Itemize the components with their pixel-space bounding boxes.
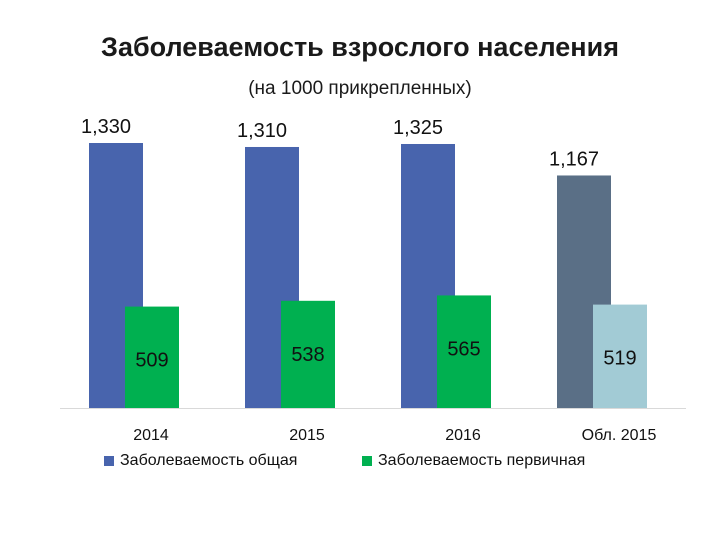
label-total-3: 1,167 (549, 148, 599, 170)
legend-label-primary: Заболеваемость первичная (378, 452, 586, 469)
label-primary-0: 509 (135, 350, 168, 372)
label-primary-1: 538 (291, 344, 324, 366)
x-tick-label-1: 2015 (289, 427, 325, 444)
x-tick-label-0: 2014 (133, 427, 169, 444)
bar-primary-3 (593, 304, 647, 408)
label-total-0: 1,330 (81, 116, 131, 138)
x-tick-label-3: Обл. 2015 (582, 427, 657, 444)
bar-primary-0 (125, 306, 179, 408)
legend-item-total: Заболеваемость общая (104, 452, 297, 470)
legend-swatch-primary (362, 456, 372, 466)
label-primary-2: 565 (447, 338, 480, 360)
legend-item-primary: Заболеваемость первичная (362, 452, 585, 470)
legend-label-total: Заболеваемость общая (120, 452, 298, 469)
x-tick-label-2: 2016 (445, 427, 481, 444)
chart-subtitle: (на 1000 прикрепленных) (248, 78, 472, 99)
label-total-1: 1,310 (237, 120, 287, 142)
label-primary-3: 519 (603, 348, 636, 370)
bar-primary-2 (437, 295, 491, 408)
label-total-2: 1,325 (393, 117, 443, 139)
legend-swatch-total (104, 456, 114, 466)
chart-title: Заболеваемость взрослого населения (101, 32, 619, 62)
bar-primary-1 (281, 300, 335, 408)
